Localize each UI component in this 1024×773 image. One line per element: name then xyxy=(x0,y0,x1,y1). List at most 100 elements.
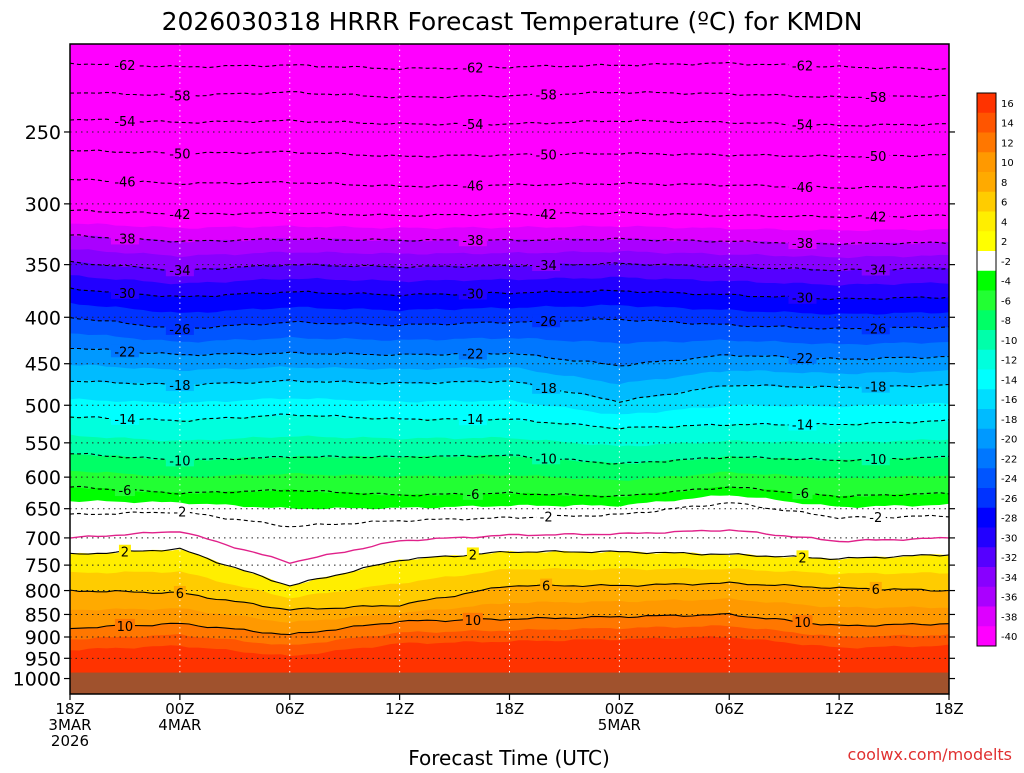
contour-label: 6 xyxy=(176,587,184,602)
contour-label-bg xyxy=(788,290,817,304)
contour-label-bg xyxy=(165,321,194,335)
contour-label-bg xyxy=(861,148,890,162)
y-tick-label: 800 xyxy=(25,581,61,603)
contour-label-bg xyxy=(861,379,890,393)
contour-label: -14 xyxy=(462,413,483,428)
colorbar-swatch xyxy=(977,93,996,114)
contour-label: -62 xyxy=(462,62,483,77)
colorbar-label: -26 xyxy=(1001,494,1017,505)
contour-label-bg xyxy=(114,618,135,632)
colorbar-swatch xyxy=(977,231,996,252)
x-tick-label: 12Z xyxy=(824,700,853,718)
contour-label: -42 xyxy=(169,208,190,223)
contour-label: -42 xyxy=(536,208,557,223)
contour-label-bg xyxy=(788,117,817,131)
contour-6 xyxy=(70,581,949,611)
contour-label-bg xyxy=(532,451,561,465)
contour--2 xyxy=(70,502,949,528)
contour-label: -46 xyxy=(462,179,483,194)
contour-label: -30 xyxy=(114,287,135,302)
contour-label: -26 xyxy=(536,315,557,330)
contour-label-bg xyxy=(532,147,561,161)
colorbar-label: -20 xyxy=(1001,435,1017,446)
contour-label: 10 xyxy=(465,614,482,629)
contour--10 xyxy=(70,452,949,465)
colorbar-label: -30 xyxy=(1001,533,1017,544)
contour-label-bg xyxy=(165,88,194,102)
y-tick-label: 350 xyxy=(25,255,61,277)
x-tick-label: 5MAR xyxy=(598,716,641,734)
contour-label: -22 xyxy=(462,348,483,363)
colorbar-label: -40 xyxy=(1001,632,1017,643)
x-tick-label: 12Z xyxy=(385,700,414,718)
colorbar-label: -36 xyxy=(1001,593,1017,604)
contour-label: -38 xyxy=(462,234,483,249)
contour-label-bg xyxy=(532,206,561,220)
colorbar-label: -12 xyxy=(1001,356,1017,367)
x-tick-label: 06Z xyxy=(275,700,304,718)
contour-label: -58 xyxy=(865,91,886,106)
chart-title: 2026030318 HRRR Forecast Temperature (ºC… xyxy=(162,7,863,36)
contour-label: 6 xyxy=(872,583,880,598)
colorbar-label: 12 xyxy=(1001,138,1014,149)
colorbar-swatch xyxy=(977,191,996,212)
x-tick-label: 18Z xyxy=(934,700,963,718)
contour-label-bg xyxy=(792,615,813,629)
x-tick-label: 00Z xyxy=(605,700,634,718)
colorbar-swatch xyxy=(977,172,996,193)
contour-label-bg xyxy=(869,581,882,595)
contour-label: -30 xyxy=(792,292,813,307)
contour-label: 2 xyxy=(469,548,477,563)
contour-label-bg xyxy=(796,550,809,564)
contour-label-bg xyxy=(165,453,194,467)
contour-label: -62 xyxy=(114,59,135,74)
x-tick-label: 00Z xyxy=(165,700,194,718)
contour-label: -10 xyxy=(865,453,886,468)
colorbar-label: 4 xyxy=(1001,217,1007,228)
colorbar-label: 2 xyxy=(1001,237,1007,248)
contour-label-bg xyxy=(861,452,890,466)
contour-label-bg xyxy=(165,378,194,392)
contour-label-bg xyxy=(462,612,483,626)
y-tick-label: 900 xyxy=(25,627,61,649)
colorbar-swatch xyxy=(977,468,996,489)
contour-label: 10 xyxy=(117,620,134,635)
contour-label-bg xyxy=(110,113,139,127)
contour-label: -14 xyxy=(114,413,135,428)
contour-label: -22 xyxy=(792,352,813,367)
contour-label: -34 xyxy=(536,259,557,274)
contour-label-bg xyxy=(110,285,139,299)
y-tick-label: 550 xyxy=(25,433,61,455)
y-tick-label: 1000 xyxy=(13,669,61,691)
colorbar-label: 10 xyxy=(1001,158,1014,169)
contour-label: -50 xyxy=(865,150,886,165)
y-tick-label: 650 xyxy=(25,499,61,521)
contour-label-bg xyxy=(458,178,487,192)
contour--34 xyxy=(70,260,949,272)
contour-label: -54 xyxy=(114,115,135,130)
x-tick-label: 2026 xyxy=(51,732,89,750)
colorbar-swatch xyxy=(977,547,996,568)
contour-label-bg xyxy=(861,89,890,103)
colorbar-swatch xyxy=(977,606,996,627)
contour-label: -2 xyxy=(173,506,186,521)
x-tick-label: 3MAR xyxy=(48,716,91,734)
contour-label-bg xyxy=(865,510,886,524)
contour-label: -58 xyxy=(536,89,557,104)
colorbar-label: -24 xyxy=(1001,474,1017,485)
y-tick-label: 750 xyxy=(25,555,61,577)
contour-label: -50 xyxy=(169,147,190,162)
colorbar-label: -14 xyxy=(1001,375,1017,386)
contour-label: -6 xyxy=(796,487,809,502)
contour-label-bg xyxy=(165,263,194,277)
contour-label: -18 xyxy=(169,379,190,394)
colorbar-label: -4 xyxy=(1001,277,1011,288)
colorbar-label: -10 xyxy=(1001,336,1017,347)
y-tick-label: 950 xyxy=(25,648,61,670)
x-tick-label: 18Z xyxy=(495,700,524,718)
colorbar-label: -8 xyxy=(1001,316,1011,327)
contour-label: -18 xyxy=(536,382,557,397)
y-tick-label: 600 xyxy=(25,467,61,489)
